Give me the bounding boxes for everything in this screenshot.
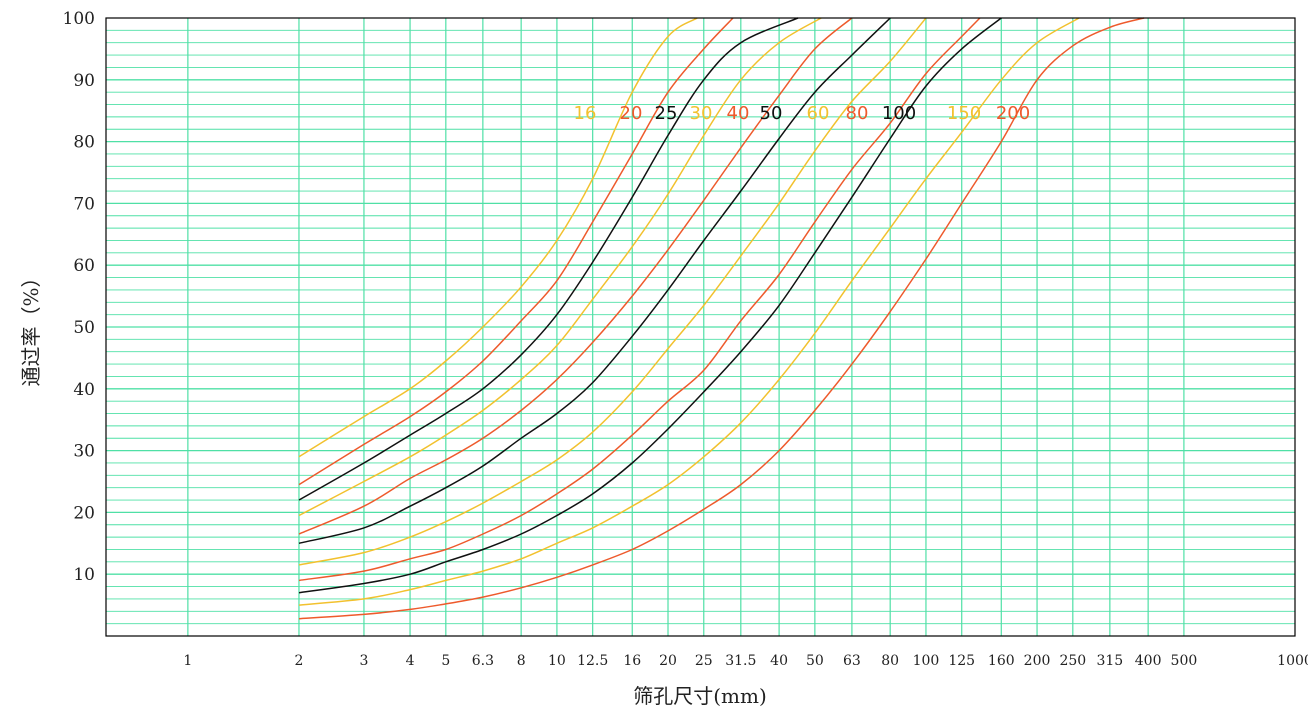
x-tick-label: 400 <box>1135 653 1162 669</box>
series-label-80: 80 <box>846 103 869 124</box>
y-tick-label: 40 <box>73 380 95 400</box>
x-tick-label: 16 <box>623 653 641 669</box>
x-tick-label: 250 <box>1059 653 1086 669</box>
series-line-25 <box>298 17 799 501</box>
x-tick-label: 80 <box>881 653 899 669</box>
x-tick-label: 200 <box>1024 653 1051 669</box>
x-axis-title: 筛孔尺寸(mm) <box>633 684 767 708</box>
x-tick-label: 5 <box>441 653 450 669</box>
x-tick-label: 2 <box>295 653 304 669</box>
x-tick-label: 12.5 <box>577 653 608 669</box>
x-tick-label: 6.3 <box>472 653 494 669</box>
x-tick-labels: 1 2 3 4 5 6.3 8 10 12.5 16 20 25 31.5 40 50 63 80 100 125 1… <box>183 653 1308 669</box>
x-tick-label: 63 <box>843 653 861 669</box>
x-tick-label: 31.5 <box>725 653 756 669</box>
series-label-30: 30 <box>690 103 713 124</box>
x-tick-label: 3 <box>359 653 368 669</box>
x-tick-label: 160 <box>988 653 1015 669</box>
series-line-16 <box>298 17 698 458</box>
series-label-60: 60 <box>807 103 830 124</box>
x-tick-label: 100 <box>913 653 940 669</box>
series-label-16: 16 <box>574 103 597 124</box>
series-label-100: 100 <box>882 103 916 124</box>
series-line-60 <box>298 17 927 566</box>
y-tick-label: 60 <box>73 256 95 276</box>
x-tick-label: 25 <box>695 653 713 669</box>
y-tick-label: 10 <box>73 565 95 585</box>
series-line-40 <box>298 17 853 535</box>
x-tick-label: 50 <box>806 653 824 669</box>
series-line-20 <box>298 17 734 486</box>
x-tick-label: 20 <box>659 653 677 669</box>
y-tick-label: 90 <box>73 71 95 91</box>
y-tick-label: 70 <box>73 194 95 214</box>
x-tick-label: 40 <box>770 653 788 669</box>
series-label-200: 200 <box>996 103 1030 124</box>
y-tick-labels: 10 20 30 40 50 60 70 80 90 100 <box>63 9 95 585</box>
series-label-40: 40 <box>727 103 750 124</box>
series-label-25: 25 <box>655 103 678 124</box>
x-tick-label: 315 <box>1096 653 1123 669</box>
y-tick-label: 80 <box>73 133 95 153</box>
x-tick-label: 500 <box>1171 653 1198 669</box>
series-line-30 <box>298 17 822 517</box>
series-label-50: 50 <box>760 103 783 124</box>
series-line-50 <box>298 17 891 545</box>
series-line-100 <box>298 17 1002 594</box>
x-tick-label: 125 <box>948 653 975 669</box>
series-lines <box>298 17 1145 620</box>
y-tick-label: 30 <box>73 442 95 462</box>
y-tick-label: 50 <box>73 318 95 338</box>
series-labels: 16 20 25 30 40 50 60 80 100 150 200 <box>574 103 1031 124</box>
x-tick-label: 8 <box>517 653 526 669</box>
x-tick-label: 4 <box>406 653 415 669</box>
grid-lines <box>106 18 1295 636</box>
series-line-200 <box>298 17 1145 620</box>
series-label-150: 150 <box>947 103 981 124</box>
series-label-20: 20 <box>620 103 643 124</box>
y-tick-label: 20 <box>73 503 95 523</box>
x-tick-label: 1000 <box>1277 653 1308 669</box>
plot-frame <box>105 17 1296 637</box>
x-tick-label: 10 <box>548 653 566 669</box>
x-tick-label: 1 <box>183 653 192 669</box>
y-tick-label: 100 <box>63 9 95 29</box>
y-axis-title: 通过率（%） <box>19 267 43 386</box>
series-line-150 <box>298 17 1080 606</box>
series-line-80 <box>298 17 981 582</box>
